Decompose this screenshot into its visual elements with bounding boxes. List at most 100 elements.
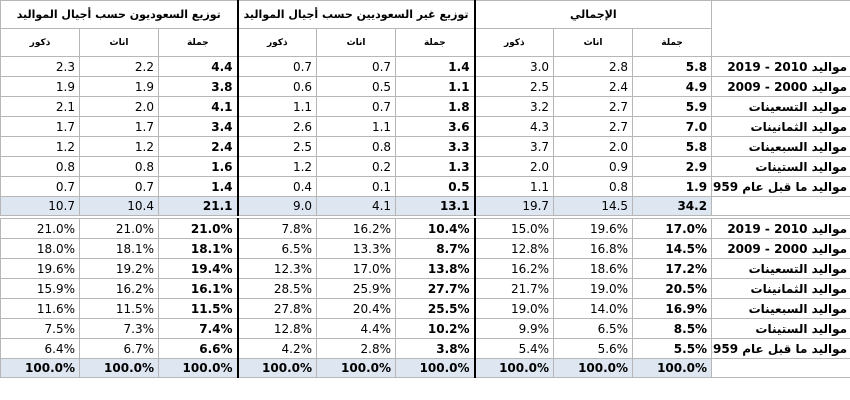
cell-s-m: 11.6% <box>0 298 80 319</box>
cell-n-t: 1.8 <box>395 96 476 117</box>
cell-n-t: 10.2% <box>395 318 476 339</box>
cell-s-m: 1.9 <box>0 76 80 97</box>
nonsaudi-male-header: ذكور <box>236 28 318 57</box>
generations-table: توزيع السعوديون حسب أجيال المواليد توزيع… <box>0 0 850 378</box>
cell-n-m: 12.8% <box>236 318 318 339</box>
group-header-row: توزيع السعوديون حسب أجيال المواليد توزيع… <box>0 0 850 57</box>
cell-t-f: 16.8% <box>553 238 634 259</box>
count-row: 1.7 1.7 3.4 2.6 1.1 3.6 4.3 2.7 7.0 مواليد الثمان… <box>0 116 850 137</box>
nonsaudi-female-header: اناث <box>316 28 397 57</box>
count-row: 0.8 0.8 1.6 1.2 0.2 1.3 2.0 0.9 2.9 مواليد الستين… <box>0 156 850 177</box>
cell-s-f: 1.9 <box>79 76 159 97</box>
cell-t-f: 19.0% <box>553 278 634 299</box>
cell-n-f: 13.3% <box>316 238 397 259</box>
cell-n-m: 1.1 <box>236 96 318 117</box>
cell-t-f: 0.8 <box>553 176 634 197</box>
cell-t-t: 8.5% <box>632 318 713 339</box>
row-label: مواليد ما قبل عام 1959 <box>711 338 850 359</box>
cell-s-f: 10.4 <box>79 196 159 216</box>
total-total-header: جملة <box>632 28 713 57</box>
cell-t-t: 20.5% <box>632 278 713 299</box>
count-row: 2.1 2.0 4.1 1.1 0.7 1.8 3.2 2.7 5.9 مواليد التسعي… <box>0 96 850 117</box>
cell-n-m: 9.0 <box>236 196 318 216</box>
count-row: 2.3 2.2 4.4 0.7 0.7 1.4 3.0 2.8 5.8 مواليد 2010 -… <box>0 56 850 77</box>
cell-n-m: 7.8% <box>236 218 318 239</box>
group-nonsaudi-header: توزيع غير السعوديين حسب أجيال المواليد <box>236 0 476 29</box>
row-label: مواليد الستينات <box>711 156 850 177</box>
percent-row: 15.9% 16.2% 16.1% 28.5% 25.9% 27.7% 21.7% 19.0%… <box>0 278 850 299</box>
cell-n-f: 0.7 <box>316 56 397 77</box>
cell-s-t: 7.4% <box>157 318 239 339</box>
cell-s-t: 6.6% <box>157 338 239 359</box>
cell-n-m: 28.5% <box>236 278 318 299</box>
cell-n-t: 3.8% <box>395 338 476 359</box>
cell-n-f: 0.7 <box>316 96 397 117</box>
row-label: مواليد التسعينات <box>711 258 850 279</box>
cell-t-m: 12.8% <box>473 238 555 259</box>
count-row: 0.7 0.7 1.4 0.4 0.1 0.5 1.1 0.8 1.9 مواليد ما قبل… <box>0 176 850 197</box>
cell-n-f: 4.4% <box>316 318 397 339</box>
cell-t-t: 14.5% <box>632 238 713 259</box>
cell-s-m: 0.8 <box>0 156 80 177</box>
cell-t-m: 3.2 <box>473 96 555 117</box>
cell-t-f: 100.0% <box>553 358 634 378</box>
cell-t-f: 19.6% <box>553 218 634 239</box>
row-label: مواليد الستينات <box>711 318 850 339</box>
cell-s-m: 7.5% <box>0 318 80 339</box>
count-row: 1.2 1.2 2.4 2.5 0.8 3.3 3.7 2.0 5.8 مواليد السبعي… <box>0 136 850 157</box>
cell-t-m: 15.0% <box>473 218 555 239</box>
cell-t-m: 21.7% <box>473 278 555 299</box>
percent-total-row: 100.0% 100.0% 100.0% 100.0% 100.0% 100.0% 100.… <box>0 358 850 378</box>
cell-t-t: 100.0% <box>632 358 713 378</box>
cell-t-m: 2.0 <box>473 156 555 177</box>
count-total-row: 10.7 10.4 21.1 9.0 4.1 13.1 19.7 14.5 34.2 <box>0 196 850 216</box>
group-total-header: الإجمالي <box>473 0 713 29</box>
cell-n-f: 4.1 <box>316 196 397 216</box>
cell-s-t: 11.5% <box>157 298 239 319</box>
saudi-female-header: اناث <box>79 28 159 57</box>
cell-t-f: 5.6% <box>553 338 634 359</box>
cell-n-m: 0.6 <box>236 76 318 97</box>
percent-row: 21.0% 21.0% 21.0% 7.8% 16.2% 10.4% 15.0% 19.6% 1… <box>0 218 850 239</box>
cell-s-t: 19.4% <box>157 258 239 279</box>
cell-s-f: 21.0% <box>79 218 159 239</box>
cell-s-m: 10.7 <box>0 196 80 216</box>
cell-n-f: 0.2 <box>316 156 397 177</box>
cell-t-t: 16.9% <box>632 298 713 319</box>
cell-s-m: 18.0% <box>0 238 80 259</box>
cell-t-m: 19.7 <box>473 196 555 216</box>
cell-n-f: 20.4% <box>316 298 397 319</box>
cell-n-m: 6.5% <box>236 238 318 259</box>
cell-t-t: 4.9 <box>632 76 713 97</box>
saudi-male-header: ذكور <box>0 28 80 57</box>
cell-t-t: 1.9 <box>632 176 713 197</box>
row-label: مواليد الثمانينات <box>711 278 850 299</box>
cell-n-t: 13.8% <box>395 258 476 279</box>
percent-row: 18.0% 18.1% 18.1% 6.5% 13.3% 8.7% 12.8% 16.8% 14… <box>0 238 850 259</box>
cell-t-t: 34.2 <box>632 196 713 216</box>
cell-s-m: 19.6% <box>0 258 80 279</box>
cell-t-t: 5.5% <box>632 338 713 359</box>
nonsaudi-total-header: جملة <box>395 28 476 57</box>
total-female-header: اناث <box>553 28 634 57</box>
cell-s-f: 1.2 <box>79 136 159 157</box>
cell-s-t: 1.4 <box>157 176 239 197</box>
row-label: مواليد الثمانينات <box>711 116 850 137</box>
cell-t-f: 6.5% <box>553 318 634 339</box>
cell-t-f: 2.8 <box>553 56 634 77</box>
cell-t-f: 2.0 <box>553 136 634 157</box>
cell-n-t: 1.3 <box>395 156 476 177</box>
cell-t-t: 5.8 <box>632 136 713 157</box>
cell-n-t: 8.7% <box>395 238 476 259</box>
cell-n-t: 3.6 <box>395 116 476 137</box>
cell-n-f: 1.1 <box>316 116 397 137</box>
column-header-row: ذكور اناث جملة ذكور اناث جملة ذكور اناث … <box>0 28 850 57</box>
cell-t-m: 4.3 <box>473 116 555 137</box>
cell-s-f: 16.2% <box>79 278 159 299</box>
cell-s-t: 3.8 <box>157 76 239 97</box>
cell-n-f: 0.8 <box>316 136 397 157</box>
cell-n-t: 3.3 <box>395 136 476 157</box>
cell-n-t: 1.4 <box>395 56 476 77</box>
row-label: مواليد السبعينات <box>711 298 850 319</box>
cell-s-t: 100.0% <box>157 358 239 378</box>
